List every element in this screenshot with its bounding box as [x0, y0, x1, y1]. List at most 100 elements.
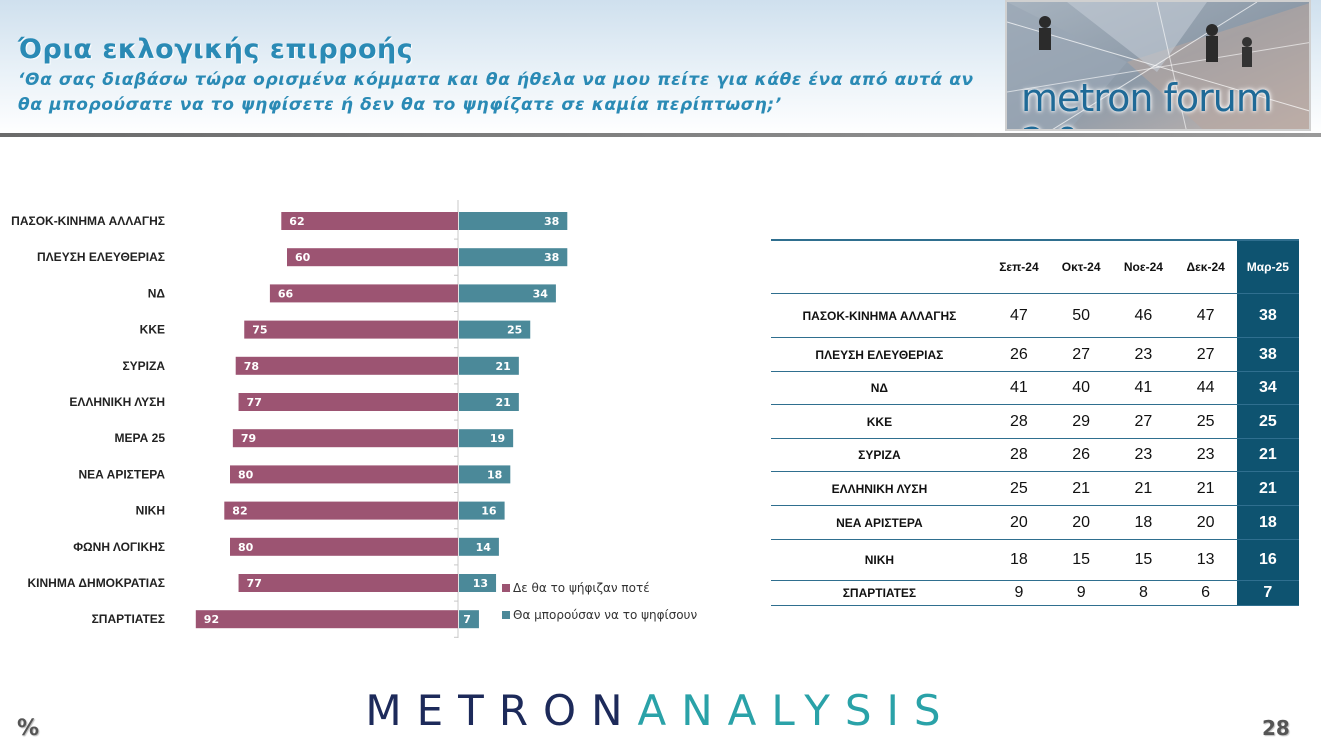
bar-label-never-vote: 82 — [232, 505, 247, 518]
page-subtitle: ‘Θα σας διαβάσω τώρα ορισμένα κόμματα κα… — [18, 70, 974, 115]
table-cell-current: 18 — [1236, 505, 1299, 540]
bar-could-vote — [459, 429, 514, 448]
logo-photo — [1007, 2, 1309, 129]
table-cell: 21 — [1174, 471, 1237, 506]
table-cell-current: 21 — [1236, 471, 1299, 506]
table-cell: 9 — [987, 580, 1051, 606]
category-label: ΜΕΡΑ 25 — [115, 431, 166, 445]
bar-label-never-vote: 80 — [238, 468, 254, 481]
bar-never-vote — [287, 248, 458, 267]
table-header-col: Δεκ-24 — [1174, 239, 1237, 294]
header-divider — [0, 133, 1321, 137]
table-row-name: ΚΚΕ — [771, 404, 988, 439]
metron-forum-logo: metron forum 2.0 — [1005, 0, 1311, 131]
bar-never-vote — [235, 356, 458, 375]
table-header-empty — [771, 239, 988, 294]
bar-could-vote — [459, 356, 519, 375]
logo-text: metron forum 2.0 — [1021, 76, 1273, 129]
table-row-name: ΝΕΑ ΑΡΙΣΤΕΡΑ — [771, 505, 988, 540]
table-row-name: ΣΥΡΙΖΑ — [771, 438, 988, 472]
table-header-col: Νοε-24 — [1112, 239, 1175, 294]
bar-could-vote — [459, 284, 556, 303]
table-cell: 25 — [987, 471, 1051, 506]
bar-label-never-vote: 80 — [238, 541, 254, 554]
table-row: ΕΛΛΗΝΙΚΗ ΛΥΣΗ 25 21 21 21 21 — [771, 471, 1299, 506]
table-cell: 20 — [987, 505, 1051, 540]
category-label: ΠΛΕΥΣΗ ΕΛΕΥΘΕΡΙΑΣ — [37, 250, 165, 264]
legend-swatch-could — [502, 610, 510, 619]
table-row-name: ΠΛΕΥΣΗ ΕΛΕΥΘΕΡΙΑΣ — [771, 337, 988, 372]
page-title: Όρια εκλογικής επιρροής — [18, 34, 414, 65]
bar-label-could-vote: 16 — [481, 505, 497, 518]
table-header-col: Σεπ-24 — [987, 239, 1051, 294]
bar-could-vote — [459, 574, 497, 592]
table-cell: 41 — [987, 371, 1051, 405]
table-cell: 47 — [987, 293, 1051, 338]
table-cell: 50 — [1050, 293, 1113, 338]
table-row: ΚΚΕ 28 29 27 25 25 — [771, 404, 1299, 439]
bar-label-could-vote: 13 — [473, 577, 488, 590]
percent-symbol: % — [17, 716, 40, 741]
bar-label-never-vote: 66 — [278, 287, 294, 300]
table-cell-current: 25 — [1236, 404, 1299, 439]
table-cell: 23 — [1112, 337, 1175, 372]
category-label: ΣΥΡΙΖΑ — [122, 359, 165, 373]
bar-label-could-vote: 38 — [544, 251, 559, 264]
bar-could-vote — [459, 393, 519, 411]
trend-table: Σεπ-24 Οκτ-24 Νοε-24 Δεκ-24 Μαρ-25 ΠΑΣΟΚ… — [771, 239, 1299, 606]
table-cell: 15 — [1112, 539, 1175, 581]
category-label: ΝΙΚΗ — [136, 504, 165, 518]
table-row: ΣΥΡΙΖΑ 28 26 23 23 21 — [771, 438, 1299, 472]
table-cell: 44 — [1174, 371, 1237, 405]
table-cell: 18 — [987, 539, 1051, 581]
legend-label-could: Θα μπορούσαν να το ψηφίσουν — [513, 607, 698, 622]
table-cell: 29 — [1050, 404, 1113, 439]
bar-never-vote — [230, 537, 458, 556]
category-label: ΝΕΑ ΑΡΙΣΤΕΡΑ — [78, 467, 165, 481]
category-label: ΣΠΑΡΤΙΑΤΕΣ — [92, 612, 165, 626]
bar-could-vote — [459, 610, 479, 629]
bar-label-could-vote: 21 — [496, 396, 511, 409]
bar-label-never-vote: 77 — [247, 577, 262, 590]
category-label: ΝΔ — [148, 286, 166, 300]
table-cell-current: 21 — [1236, 438, 1299, 472]
table-header-row: Σεπ-24 Οκτ-24 Νοε-24 Δεκ-24 Μαρ-25 — [771, 239, 1299, 294]
table-cell: 13 — [1174, 539, 1237, 581]
table-row: ΝΙΚΗ 18 15 15 13 16 — [771, 539, 1299, 581]
category-label: ΕΛΛΗΝΙΚΗ ΛΥΣΗ — [69, 395, 165, 409]
legend-label-never: Δε θα το ψήφιζαν ποτέ — [513, 580, 650, 595]
bar-could-vote — [459, 320, 531, 339]
table-row-name: ΝΙΚΗ — [771, 539, 988, 581]
table-row-name: ΕΛΛΗΝΙΚΗ ΛΥΣΗ — [771, 471, 988, 506]
category-label: ΚΚΕ — [140, 323, 165, 337]
bar-never-vote — [238, 574, 458, 592]
metron-analysis-logo: METRONANALYSIS — [0, 686, 1321, 735]
bar-label-never-vote: 77 — [247, 396, 262, 409]
chart-legend: Δε θα το ψήφιζαν ποτέ Θα μπορούσαν να το… — [502, 574, 697, 628]
bar-label-never-vote: 75 — [252, 324, 267, 337]
table-cell: 23 — [1174, 438, 1237, 472]
bar-label-could-vote: 7 — [463, 613, 471, 626]
bar-could-vote — [459, 537, 499, 556]
bar-label-could-vote: 25 — [507, 324, 522, 337]
bar-could-vote — [459, 465, 511, 484]
bar-never-vote — [230, 465, 458, 484]
table-cell-current: 7 — [1236, 580, 1299, 606]
bar-label-never-vote: 92 — [204, 613, 219, 626]
table-cell: 40 — [1050, 371, 1113, 405]
table-cell: 21 — [1050, 471, 1113, 506]
table-cell: 26 — [1050, 438, 1113, 472]
brand-analysis: ANALYSIS — [637, 686, 956, 735]
bar-label-could-vote: 21 — [496, 360, 511, 373]
legend-swatch-never — [502, 583, 510, 592]
table-cell: 46 — [1112, 293, 1175, 338]
legend-item-never: Δε θα το ψήφιζαν ποτέ — [502, 574, 697, 601]
table-cell: 9 — [1050, 580, 1113, 606]
bar-label-could-vote: 19 — [490, 432, 505, 445]
table-cell: 15 — [1050, 539, 1113, 581]
bar-label-could-vote: 34 — [533, 287, 549, 300]
table-row-name: ΣΠΑΡΤΙΑΤΕΣ — [771, 580, 988, 606]
table-cell: 8 — [1112, 580, 1175, 606]
bar-never-vote — [195, 610, 459, 629]
bar-label-could-vote: 18 — [487, 468, 502, 481]
